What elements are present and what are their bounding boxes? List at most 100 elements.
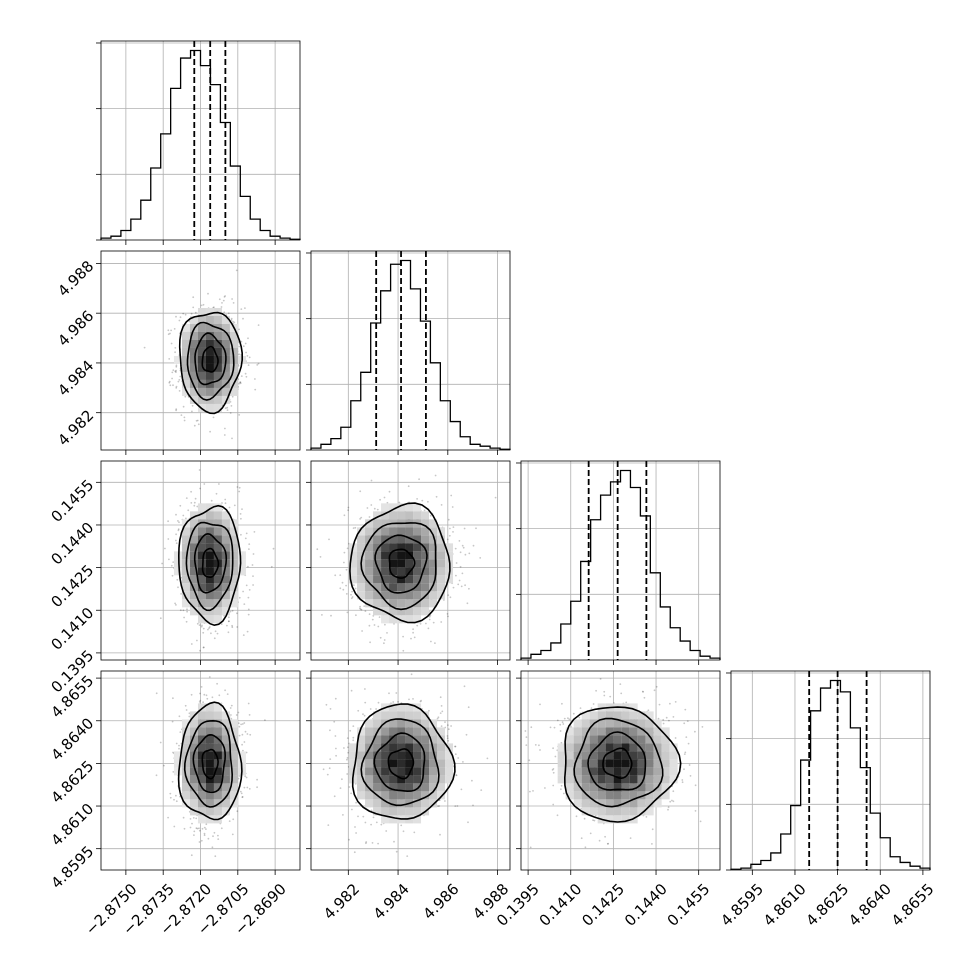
density-cell — [429, 535, 438, 544]
sample-point — [171, 377, 174, 380]
sample-point — [333, 720, 336, 723]
density-cell — [205, 783, 214, 792]
density-cell — [189, 559, 198, 568]
sample-point — [452, 531, 454, 533]
density-cell — [357, 527, 366, 536]
sample-point — [372, 816, 375, 819]
sample-point — [359, 607, 361, 610]
histogram-steps — [310, 259, 511, 450]
sample-point — [198, 469, 201, 471]
sample-point — [413, 636, 416, 639]
sample-point — [222, 299, 225, 302]
sample-point — [238, 345, 241, 348]
density-cell — [221, 583, 230, 592]
sample-point — [245, 532, 248, 535]
sample-point — [236, 486, 239, 488]
density-cell — [237, 559, 246, 568]
density-cell — [213, 535, 222, 544]
density-cell — [189, 607, 198, 616]
density-cell — [229, 743, 238, 752]
density-cell — [421, 519, 430, 528]
density-cell — [413, 551, 422, 560]
density-cell — [181, 767, 190, 776]
density-cell — [373, 519, 382, 528]
density-cell — [213, 371, 222, 380]
density-cell — [357, 567, 366, 576]
sample-point — [393, 623, 395, 625]
histogram-panel-1 — [96, 40, 301, 245]
density-cell — [221, 371, 230, 380]
sample-point — [359, 518, 361, 520]
density-cell — [205, 503, 214, 512]
sample-point — [370, 809, 373, 812]
density-cell — [421, 551, 430, 560]
density-cell — [205, 703, 214, 712]
sample-point — [167, 538, 170, 540]
sample-point — [467, 706, 470, 709]
histogram-steps — [730, 679, 931, 870]
sample-point — [446, 538, 449, 541]
sample-point — [447, 724, 449, 726]
sample-point — [350, 597, 353, 600]
sample-point — [459, 565, 462, 568]
sample-point — [246, 786, 249, 789]
sample-point — [172, 561, 175, 563]
panel-frame — [310, 460, 511, 661]
sample-point — [205, 823, 208, 826]
sample-point — [228, 506, 231, 509]
sample-point — [468, 552, 471, 555]
sample-point — [462, 761, 464, 763]
density-cell — [421, 511, 430, 520]
density-cell — [197, 307, 206, 316]
sample-point — [175, 794, 177, 797]
sample-point — [198, 829, 201, 832]
sample-point — [230, 704, 233, 707]
sample-point — [203, 832, 206, 835]
density-cell — [213, 607, 222, 616]
sample-point — [169, 384, 172, 387]
density-cell — [437, 535, 446, 544]
sample-point — [354, 587, 357, 590]
density-cell — [189, 347, 198, 356]
sample-point — [244, 342, 247, 345]
sample-point — [343, 561, 345, 564]
sample-point — [248, 788, 251, 790]
density-cell — [189, 743, 198, 752]
sample-point — [238, 353, 241, 356]
sample-point — [245, 776, 248, 779]
sample-point — [230, 714, 232, 716]
sample-point — [185, 709, 188, 711]
density-cell — [389, 583, 398, 592]
sample-point — [346, 611, 349, 614]
sample-point — [193, 830, 196, 833]
sample-point — [175, 542, 178, 545]
sample-point — [215, 492, 218, 495]
sample-point — [472, 804, 474, 807]
density-cell — [205, 591, 214, 600]
sample-point — [238, 382, 240, 385]
panel-content — [101, 671, 300, 870]
sample-point — [347, 506, 350, 509]
sample-point — [190, 312, 193, 315]
density-cell — [189, 551, 198, 560]
sample-point — [173, 328, 176, 330]
density-cell — [181, 583, 190, 592]
density-cell — [197, 727, 206, 736]
sample-point — [430, 640, 432, 643]
density-cell — [229, 527, 238, 536]
density-cell — [229, 535, 238, 544]
density-cell — [189, 599, 198, 608]
sample-point — [364, 821, 367, 824]
sample-point — [201, 827, 204, 830]
density-cell — [421, 607, 430, 616]
density-cell — [221, 323, 230, 332]
sample-point — [264, 719, 266, 721]
sample-point — [368, 624, 371, 627]
sample-point — [230, 317, 233, 320]
sample-point — [360, 608, 363, 611]
sample-point — [402, 830, 405, 833]
sample-point — [172, 751, 174, 754]
sample-point — [184, 395, 187, 398]
sample-point — [386, 632, 388, 634]
